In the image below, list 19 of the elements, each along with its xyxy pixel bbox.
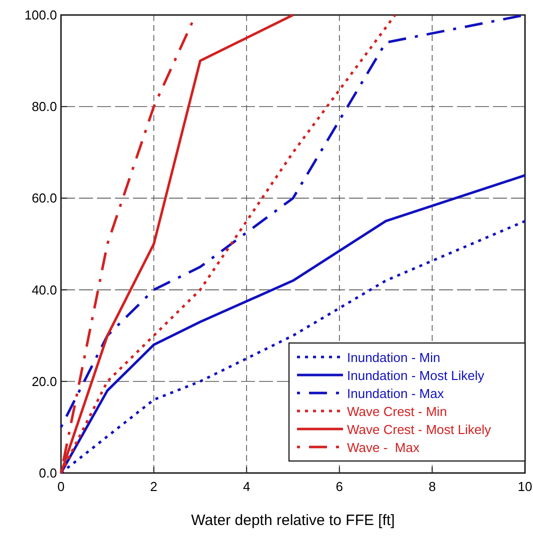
legend-label: Wave Crest - Most Likely xyxy=(347,422,492,437)
x-tick-label: 0 xyxy=(57,479,65,494)
x-axis-title: Water depth relative to FFE [ft] xyxy=(191,512,395,529)
x-tick-label: 2 xyxy=(150,479,158,494)
legend-label: Wave Crest - Min xyxy=(347,404,447,419)
x-tick-label: 6 xyxy=(336,479,344,494)
legend-label: Inundation - Max xyxy=(347,386,444,401)
y-tick-label: 80.0 xyxy=(32,99,57,114)
x-tick-label: 8 xyxy=(428,479,436,494)
y-tick-label: 100.0 xyxy=(24,8,57,22)
x-tick-label: 4 xyxy=(242,479,250,494)
legend-label: Wave - Max xyxy=(347,440,420,455)
legend-label: Inundation - Most Likely xyxy=(347,368,485,383)
y-tick-label: 0.0 xyxy=(38,466,57,480)
legend-label: Inundation - Min xyxy=(347,350,440,365)
y-tick-label: 20.0 xyxy=(32,374,57,389)
y-tick-label: 40.0 xyxy=(32,282,57,298)
y-tick-label: 60.0 xyxy=(32,190,57,206)
x-tick-label: 10 xyxy=(518,479,532,494)
